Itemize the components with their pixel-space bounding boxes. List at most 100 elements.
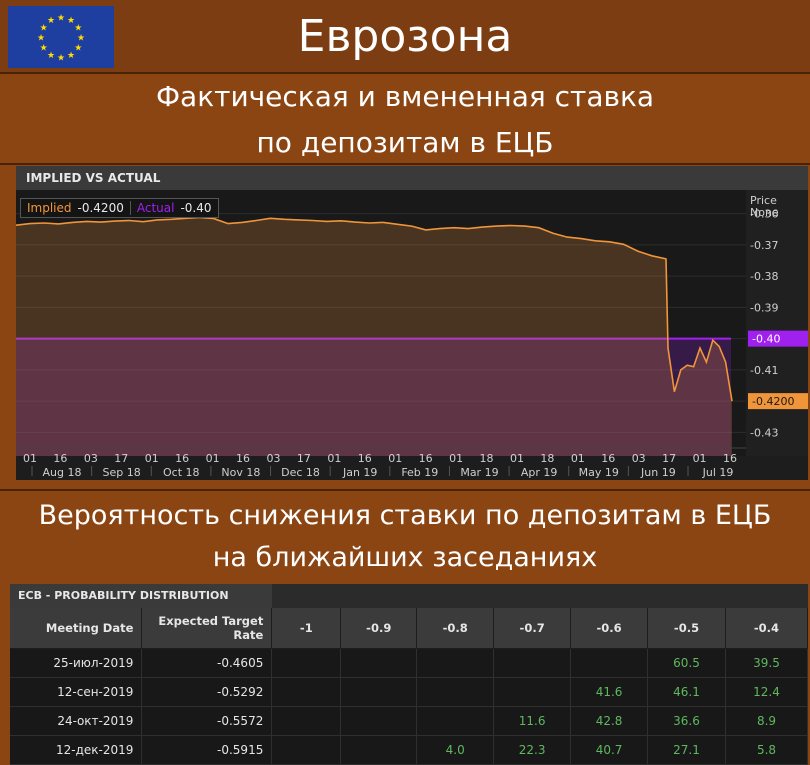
x-day-tick-label: 16	[358, 452, 372, 465]
probability-cell: 11.6	[493, 706, 572, 736]
col-header-bucket: -1	[271, 608, 342, 649]
x-day-tick-label: 01	[571, 452, 585, 465]
none-label: None	[750, 206, 779, 219]
x-day-tick-label: 01	[693, 452, 707, 465]
probability-cell	[416, 677, 495, 707]
actual-last-label: -0.40	[752, 333, 780, 346]
meeting-date-cell: 12-дек-2019	[10, 735, 143, 765]
table-header-bar	[272, 584, 808, 608]
implied-area	[16, 217, 732, 456]
legend-implied-name: Implied	[27, 201, 72, 215]
section-title-line-2: на ближайших заседаниях	[212, 542, 598, 573]
star-icon: ★	[74, 44, 82, 54]
probability-cell	[271, 648, 342, 678]
table-title: ECB - PROBABILITY DISTRIBUTION	[10, 584, 272, 608]
x-day-tick-label: 01	[206, 452, 220, 465]
probability-cell	[416, 648, 495, 678]
probability-cell: 27.1	[647, 735, 726, 765]
probability-table: Meeting Date Expected Target Rate -1 -0.…	[10, 608, 808, 765]
section-title-line-1: Вероятность снижения ставки по депозитам…	[38, 500, 772, 531]
y-tick-label: -0.39	[750, 301, 778, 314]
col-header-bucket: -0.9	[340, 608, 418, 649]
probability-cell	[340, 735, 418, 765]
x-month-tick-label: Jun 19	[640, 466, 676, 479]
x-day-tick-label: 18	[480, 452, 494, 465]
x-day-tick-label: 03	[632, 452, 646, 465]
probability-cell: 46.1	[647, 677, 726, 707]
x-day-tick-label: 16	[53, 452, 67, 465]
x-day-tick-label: 01	[449, 452, 463, 465]
col-header-bucket: -0.8	[416, 608, 495, 649]
star-icon: ★	[67, 16, 75, 26]
x-day-tick-label: 03	[266, 452, 280, 465]
x-day-tick-label: 16	[236, 452, 250, 465]
probability-cell	[570, 648, 649, 678]
expected-rate-cell: -0.5915	[141, 735, 273, 765]
star-icon: ★	[57, 14, 65, 24]
star-icon: ★	[47, 16, 55, 26]
probability-cell	[493, 648, 572, 678]
actual-last-badge	[748, 330, 808, 347]
x-day-tick-label: 16	[175, 452, 189, 465]
x-day-tick-label: 18	[540, 452, 554, 465]
x-month-tick-label: Aug 18	[43, 466, 82, 479]
page-title: Еврозона	[297, 11, 513, 62]
probability-cell	[340, 648, 418, 678]
col-header-bucket: -0.4	[725, 608, 808, 649]
probability-cell	[271, 706, 342, 736]
x-month-tick-label: Nov 18	[221, 466, 260, 479]
x-day-tick-label: 01	[23, 452, 37, 465]
star-icon: ★	[40, 24, 48, 34]
star-icon: ★	[77, 34, 85, 44]
expected-rate-cell: -0.4605	[141, 648, 273, 678]
price-label: Price	[750, 194, 777, 207]
col-header-expected-rate: Expected Target Rate	[141, 608, 273, 649]
divider	[0, 489, 810, 491]
subtitle-line-1: Фактическая и вмененная ставка	[155, 80, 655, 113]
col-header-meeting-date: Meeting Date	[10, 608, 143, 649]
chart-title: IMPLIED VS ACTUAL	[16, 166, 808, 190]
probability-cell: 60.5	[647, 648, 726, 678]
table-row: 12-дек-2019 -0.5915 4.0 22.3 40.7 27.1 5…	[10, 735, 808, 765]
y-tick-label: -0.41	[750, 364, 778, 377]
probability-cell: 42.8	[570, 706, 649, 736]
col-header-bucket: -0.5	[647, 608, 726, 649]
star-icon: ★	[47, 51, 55, 61]
chart-legend: Implied -0.4200 Actual -0.40	[20, 198, 219, 218]
x-month-tick-label: Jul 19	[702, 466, 734, 479]
probability-cell	[340, 677, 418, 707]
x-day-tick-label: 17	[662, 452, 676, 465]
meeting-date-cell: 24-окт-2019	[10, 706, 143, 736]
x-day-tick-label: 16	[723, 452, 737, 465]
x-month-tick-label: Dec 18	[281, 466, 320, 479]
x-day-tick-label: 01	[388, 452, 402, 465]
x-month-tick-label: May 19	[579, 466, 619, 479]
eu-flag-icon: ★ ★ ★ ★ ★ ★ ★ ★ ★ ★ ★ ★	[8, 6, 114, 68]
col-header-bucket: -0.6	[570, 608, 649, 649]
table-row: 24-окт-2019 -0.5572 11.6 42.8 36.6 8.9	[10, 706, 808, 736]
x-month-tick-label: Mar 19	[460, 466, 498, 479]
probability-cell: 8.9	[725, 706, 808, 736]
x-day-tick-label: 01	[327, 452, 341, 465]
expected-rate-cell: -0.5572	[141, 706, 273, 736]
x-day-tick-label: 16	[601, 452, 615, 465]
col-header-bucket: -0.7	[493, 608, 572, 649]
star-icon: ★	[37, 34, 45, 44]
y-tick-label: -0.43	[750, 426, 778, 439]
legend-actual-name: Actual	[136, 201, 175, 215]
x-month-tick-label: Jan 19	[342, 466, 377, 479]
y-tick-label: -0.38	[750, 270, 778, 283]
divider	[0, 163, 810, 165]
star-icon: ★	[74, 24, 82, 34]
meeting-date-cell: 25-июл-2019	[10, 648, 143, 678]
star-icon: ★	[57, 54, 65, 64]
probability-cell	[271, 677, 342, 707]
probability-cell: 39.5	[725, 648, 808, 678]
x-month-tick-label: Apr 19	[521, 466, 558, 479]
probability-table-panel: ECB - PROBABILITY DISTRIBUTION Meeting D…	[10, 584, 808, 765]
legend-separator	[129, 201, 131, 215]
table-row: 25-июл-2019 -0.4605 60.5 39.5	[10, 648, 808, 678]
x-day-tick-label: 03	[84, 452, 98, 465]
x-day-tick-label: 17	[297, 452, 311, 465]
x-day-tick-label: 01	[145, 452, 159, 465]
